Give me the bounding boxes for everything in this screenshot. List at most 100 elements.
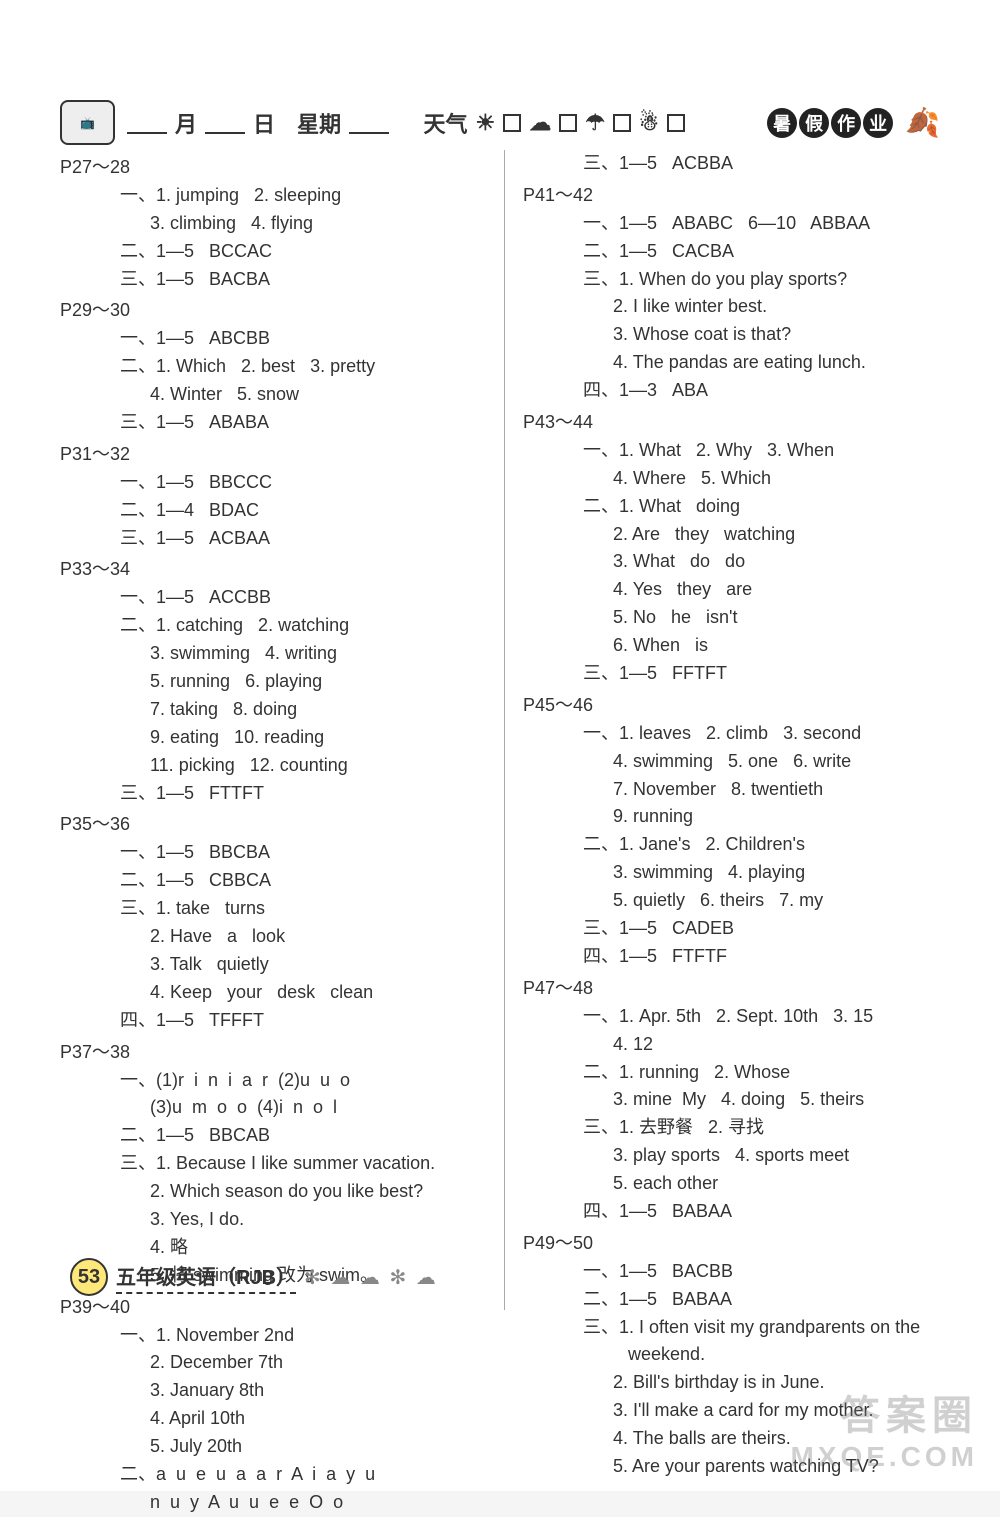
- answer-text: 一、1—5 ABCBB: [60, 325, 486, 353]
- footer-title: 五年级英语（RJB）: [116, 1261, 296, 1294]
- answer-text: (3)u m o o (4)i n o l: [60, 1094, 486, 1122]
- section-heading: P31～32: [60, 441, 486, 469]
- answer-text: 三、1. Because I like summer vacation.: [60, 1150, 486, 1178]
- answer-text: 一、1. What 2. Why 3. When: [523, 437, 940, 465]
- answer-text: 三、1. take turns: [60, 895, 486, 923]
- week-blank: [349, 112, 389, 134]
- answer-text: 四、1—3 ABA: [523, 377, 940, 405]
- answer-text: n u y A u u e e O o: [60, 1489, 486, 1517]
- answer-text: 2. December 7th: [60, 1349, 486, 1377]
- section-heading: P35～36: [60, 811, 486, 839]
- weather-box-2[interactable]: [559, 114, 577, 132]
- weather-box-1[interactable]: [503, 114, 521, 132]
- footer-clouds-icon: ✻ ☁ ☁ ✻ ☁: [304, 1265, 438, 1290]
- answer-text: 5. quietly 6. theirs 7. my: [523, 887, 940, 915]
- answer-text: 三、1—5 ABABA: [60, 409, 486, 437]
- answer-text: 4. swimming 5. one 6. write: [523, 748, 940, 776]
- answer-text: 二、1. catching 2. watching: [60, 612, 486, 640]
- weather-label: 天气: [424, 107, 468, 139]
- answer-text: 4. 12: [523, 1031, 940, 1059]
- section-heading: P47～48: [523, 975, 940, 1003]
- section-heading: P43～44: [523, 409, 940, 437]
- answer-text: 四、1—5 TFFFT: [60, 1007, 486, 1035]
- answer-text: 二、1. running 2. Whose: [523, 1059, 940, 1087]
- answer-text: 3. Whose coat is that?: [523, 321, 940, 349]
- answer-text: 11. picking 12. counting: [60, 752, 486, 780]
- answer-text: 一、1. Apr. 5th 2. Sept. 10th 3. 15: [523, 1003, 940, 1031]
- page-number: 53: [70, 1258, 108, 1296]
- section-heading: P37～38: [60, 1039, 486, 1067]
- answer-text: 三、1—5 BACBA: [60, 266, 486, 294]
- answer-text: 一、1. November 2nd: [60, 1322, 486, 1350]
- weather-box-3[interactable]: [613, 114, 631, 132]
- watermark-line1: 答案圈: [790, 1383, 978, 1441]
- answer-text: 2. Which season do you like best?: [60, 1178, 486, 1206]
- page-footer: 53 五年级英语（RJB） ✻ ☁ ☁ ✻ ☁: [70, 1258, 438, 1296]
- answer-text: 3. play sports 4. sports meet: [523, 1142, 940, 1170]
- answer-text: 二、1. Which 2. best 3. pretty: [60, 353, 486, 381]
- answer-text: 二、1—5 BABAA: [523, 1286, 940, 1314]
- badge-1: 暑: [767, 108, 797, 138]
- answer-text: 二、1—5 BCCAC: [60, 238, 486, 266]
- answer-text: 二、1—5 CACBA: [523, 238, 940, 266]
- page-header: 📺 月 日 星期 天气 ☀ ☁ ☂ ☃ 暑 假 作 业 🍂: [60, 100, 940, 145]
- answer-text: 4. The pandas are eating lunch.: [523, 349, 940, 377]
- answer-text: 4. Keep your desk clean: [60, 979, 486, 1007]
- answer-text: 4. Yes they are: [523, 576, 940, 604]
- answer-text: 3. January 8th: [60, 1377, 486, 1405]
- answer-text: 4. Winter 5. snow: [60, 381, 486, 409]
- answer-text: 5. No he isn't: [523, 604, 940, 632]
- answer-text: 3. swimming 4. playing: [523, 859, 940, 887]
- answer-text: 5. each other: [523, 1170, 940, 1198]
- answer-text: 3. mine My 4. doing 5. theirs: [523, 1086, 940, 1114]
- weather-sun-icon: ☀: [476, 110, 496, 136]
- answer-text: 三、1—5 CADEB: [523, 915, 940, 943]
- answer-text: 二、1. What doing: [523, 493, 940, 521]
- badge-4: 业: [863, 108, 893, 138]
- month-label: 月: [175, 107, 197, 139]
- header-logo-icon: 📺: [60, 100, 115, 145]
- section-heading: P45～46: [523, 692, 940, 720]
- section-heading: P27～28: [60, 154, 486, 182]
- section-heading: P41～42: [523, 182, 940, 210]
- answer-text: 二、a u e u a a r A i a y u: [60, 1461, 486, 1489]
- answer-text: 四、1—5 BABAA: [523, 1198, 940, 1226]
- answer-text: 二、1. Jane's 2. Children's: [523, 831, 940, 859]
- section-heading: P49～50: [523, 1230, 940, 1258]
- title-badges: 暑 假 作 业: [767, 108, 893, 138]
- worksheet-page: 📺 月 日 星期 天气 ☀ ☁ ☂ ☃ 暑 假 作 业 🍂 P27～28一、1.…: [0, 0, 1000, 1491]
- answer-text: 三、1—5 ACBBA: [523, 150, 940, 178]
- section-heading: P39～40: [60, 1294, 486, 1322]
- answer-text: 3. What do do: [523, 548, 940, 576]
- answer-text: 3. Talk quietly: [60, 951, 486, 979]
- weather-cloud-icon: ☁: [529, 110, 551, 136]
- weather-box-4[interactable]: [667, 114, 685, 132]
- answer-text: 一、1—5 BBCCC: [60, 469, 486, 497]
- week-label: 星期: [297, 107, 341, 139]
- answer-text: 2. Are they watching: [523, 521, 940, 549]
- section-heading: P33～34: [60, 556, 486, 584]
- answer-text: 7. taking 8. doing: [60, 696, 486, 724]
- day-blank: [205, 112, 245, 134]
- section-heading: P29～30: [60, 297, 486, 325]
- answer-text: 4. April 10th: [60, 1405, 486, 1433]
- answer-text: 3. Yes, I do.: [60, 1206, 486, 1234]
- leaf-icon: 🍂: [905, 106, 940, 139]
- answer-text: 一、1. leaves 2. climb 3. second: [523, 720, 940, 748]
- left-column: P27～28一、1. jumping 2. sleeping3. climbin…: [60, 150, 505, 1310]
- answer-text: 二、1—5 BBCAB: [60, 1122, 486, 1150]
- answer-text: 4. Where 5. Which: [523, 465, 940, 493]
- answer-text: 三、1. 去野餐 2. 寻找: [523, 1114, 940, 1142]
- answer-text: 二、1—4 BDAC: [60, 497, 486, 525]
- answer-text: 3. swimming 4. writing: [60, 640, 486, 668]
- watermark: 答案圈 MXQE.COM: [790, 1383, 978, 1473]
- answer-text: weekend.: [523, 1341, 940, 1369]
- weather-rain-icon: ☂: [585, 110, 605, 136]
- right-column: 三、1—5 ACBBAP41～42一、1—5 ABABC 6—10 ABBAA二…: [505, 150, 950, 1310]
- answer-text: 5. July 20th: [60, 1433, 486, 1461]
- answer-text: 三、1—5 FFTFT: [523, 660, 940, 688]
- answer-text: 一、(1)r i n i a r (2)u u o: [60, 1067, 486, 1095]
- answer-text: 6. When is: [523, 632, 940, 660]
- answer-text: 3. climbing 4. flying: [60, 210, 486, 238]
- answer-text: 三、1. I often visit my grandparents on th…: [523, 1314, 940, 1342]
